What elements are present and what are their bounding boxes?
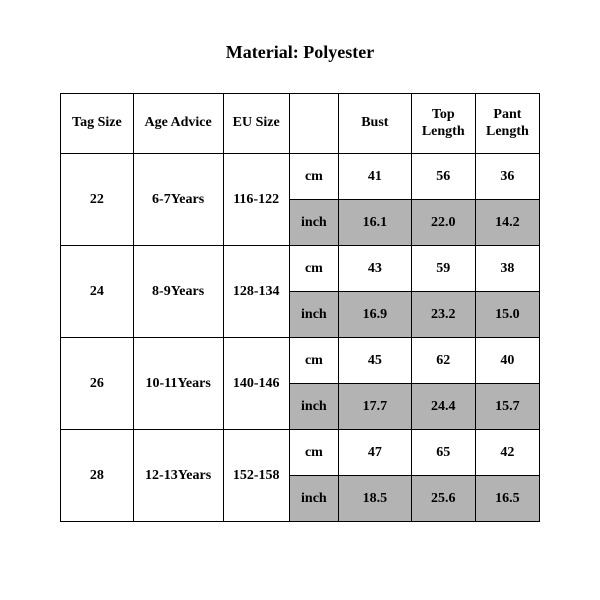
- cell-top-inch: 25.6: [411, 476, 475, 522]
- cell-unit-cm: cm: [289, 338, 338, 384]
- cell-unit-cm: cm: [289, 430, 338, 476]
- cell-eu: 128-134: [223, 246, 289, 338]
- cell-pant-inch: 15.7: [475, 384, 539, 430]
- cell-pant-cm: 38: [475, 246, 539, 292]
- cell-age: 10-11Years: [133, 338, 223, 430]
- col-unit: [289, 94, 338, 154]
- cell-tag: 28: [61, 430, 134, 522]
- cell-age: 6-7Years: [133, 154, 223, 246]
- cell-top-cm: 56: [411, 154, 475, 200]
- table-row: 28 12-13Years 152-158 cm 47 65 42: [61, 430, 540, 476]
- cell-pant-cm: 36: [475, 154, 539, 200]
- cell-bust-cm: 47: [338, 430, 411, 476]
- cell-bust-inch: 18.5: [338, 476, 411, 522]
- cell-pant-inch: 14.2: [475, 200, 539, 246]
- size-chart-table: Tag Size Age Advice EU Size Bust TopLeng…: [60, 93, 540, 522]
- cell-top-cm: 65: [411, 430, 475, 476]
- cell-pant-inch: 16.5: [475, 476, 539, 522]
- table-header-row: Tag Size Age Advice EU Size Bust TopLeng…: [61, 94, 540, 154]
- cell-eu: 152-158: [223, 430, 289, 522]
- cell-unit-inch: inch: [289, 292, 338, 338]
- col-top-length: TopLength: [411, 94, 475, 154]
- table-row: 24 8-9Years 128-134 cm 43 59 38: [61, 246, 540, 292]
- cell-tag: 24: [61, 246, 134, 338]
- cell-bust-cm: 45: [338, 338, 411, 384]
- cell-age: 8-9Years: [133, 246, 223, 338]
- cell-bust-inch: 16.9: [338, 292, 411, 338]
- cell-top-cm: 62: [411, 338, 475, 384]
- page-title: Material: Polyester: [60, 42, 540, 63]
- cell-unit-inch: inch: [289, 200, 338, 246]
- table-row: 22 6-7Years 116-122 cm 41 56 36: [61, 154, 540, 200]
- cell-age: 12-13Years: [133, 430, 223, 522]
- col-bust: Bust: [338, 94, 411, 154]
- cell-unit-inch: inch: [289, 384, 338, 430]
- cell-tag: 26: [61, 338, 134, 430]
- cell-top-inch: 23.2: [411, 292, 475, 338]
- cell-unit-inch: inch: [289, 476, 338, 522]
- col-age-advice: Age Advice: [133, 94, 223, 154]
- table-row: 26 10-11Years 140-146 cm 45 62 40: [61, 338, 540, 384]
- col-pant-length: PantLength: [475, 94, 539, 154]
- col-eu-size: EU Size: [223, 94, 289, 154]
- cell-bust-inch: 16.1: [338, 200, 411, 246]
- cell-top-cm: 59: [411, 246, 475, 292]
- cell-bust-cm: 41: [338, 154, 411, 200]
- cell-pant-inch: 15.0: [475, 292, 539, 338]
- cell-tag: 22: [61, 154, 134, 246]
- cell-bust-inch: 17.7: [338, 384, 411, 430]
- cell-eu: 140-146: [223, 338, 289, 430]
- cell-bust-cm: 43: [338, 246, 411, 292]
- cell-pant-cm: 42: [475, 430, 539, 476]
- cell-top-inch: 22.0: [411, 200, 475, 246]
- cell-top-inch: 24.4: [411, 384, 475, 430]
- cell-unit-cm: cm: [289, 246, 338, 292]
- cell-pant-cm: 40: [475, 338, 539, 384]
- cell-eu: 116-122: [223, 154, 289, 246]
- cell-unit-cm: cm: [289, 154, 338, 200]
- col-tag-size: Tag Size: [61, 94, 134, 154]
